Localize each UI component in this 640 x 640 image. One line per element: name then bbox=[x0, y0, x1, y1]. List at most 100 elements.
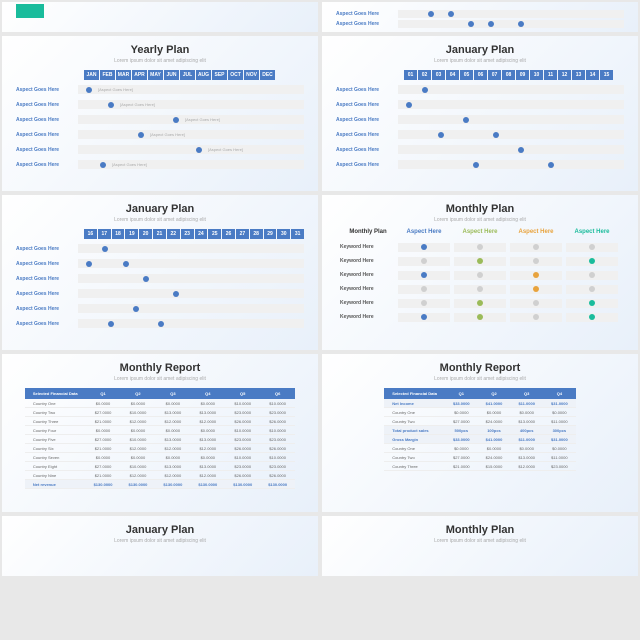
header-cell: JUL bbox=[180, 70, 195, 80]
table-cell: 500pcs bbox=[445, 426, 478, 435]
header-cell: 22 bbox=[167, 229, 180, 239]
aspect-label: Aspect Goes Here bbox=[16, 306, 78, 312]
table-cell: $11.0000 bbox=[510, 399, 543, 408]
aspect-bar bbox=[78, 244, 304, 253]
table-cell: $0.0000 bbox=[86, 399, 121, 408]
aspect-label: Aspect Goes Here bbox=[16, 321, 78, 327]
table-cell: $130.0000 bbox=[155, 480, 190, 489]
table-cell: $15.0000 bbox=[478, 462, 511, 471]
table-cell: $0.0000 bbox=[121, 453, 156, 462]
slide-grid: Aspect Goes Here Aspect Goes Here Yearly … bbox=[0, 0, 640, 578]
table-header-cell: Selected Financial Data bbox=[25, 388, 86, 399]
header-cell: 18 bbox=[112, 229, 125, 239]
aspect-row: Aspect Goes Here bbox=[336, 143, 624, 156]
header-cell: 09 bbox=[516, 70, 529, 80]
table-cell: $0.0000 bbox=[190, 426, 225, 435]
aspect-bar: [Aspect Goes Here] bbox=[78, 100, 304, 109]
aspect-label: Aspect Goes Here bbox=[336, 102, 398, 108]
table-cell: $12.0000 bbox=[155, 444, 190, 453]
aspect-row: Aspect Goes Here[Aspect Goes Here] bbox=[16, 83, 304, 96]
aspect-row: Aspect Goes Here bbox=[16, 302, 304, 315]
header-cell: 25 bbox=[208, 229, 221, 239]
table-cell: $26.0000 bbox=[225, 417, 260, 426]
report-table: Selected Financial DataQ1Q2Q3Q4Q5Q6Count… bbox=[25, 388, 295, 489]
table-cell: Country Four bbox=[25, 426, 86, 435]
header-cell: MAR bbox=[116, 70, 131, 80]
table-cell: Country Three bbox=[384, 462, 445, 471]
table-cell: $10.0000 bbox=[225, 426, 260, 435]
slide-title: Yearly Plan bbox=[16, 44, 304, 56]
mp-dot bbox=[533, 286, 539, 292]
table-cell: $130.0000 bbox=[121, 480, 156, 489]
dot-marker bbox=[86, 261, 92, 267]
table-cell: $21.0000 bbox=[86, 444, 121, 453]
aspect-bar bbox=[398, 130, 624, 139]
aspect-row: Aspect Goes Here bbox=[16, 317, 304, 330]
header-cell: OCT bbox=[228, 70, 243, 80]
table-header-cell: Q1 bbox=[86, 388, 121, 399]
mp-track bbox=[566, 299, 618, 308]
header-cell: NOV bbox=[244, 70, 259, 80]
table-cell: Country Nine bbox=[25, 471, 86, 480]
table-cell: $23.0000 bbox=[225, 408, 260, 417]
aspect-bar: [Aspect Goes Here] bbox=[78, 160, 304, 169]
slide-stub-left bbox=[2, 2, 318, 32]
slide-title: Monthly Plan bbox=[336, 203, 624, 215]
table-cell: $11.0000 bbox=[543, 417, 576, 426]
mp-track bbox=[454, 257, 506, 266]
table-cell: Country One bbox=[384, 444, 445, 453]
table-cell: $11.0000 bbox=[543, 453, 576, 462]
table-cell: $0.0000 bbox=[445, 408, 478, 417]
mp-dot bbox=[533, 244, 539, 250]
table-cell: $130.0000 bbox=[260, 480, 295, 489]
table-cell: $0.0000 bbox=[155, 453, 190, 462]
dot-marker bbox=[138, 132, 144, 138]
table-row: Country Nine$21.0000$12.0000$12.0000$12.… bbox=[25, 471, 295, 480]
header-cell: 23 bbox=[181, 229, 194, 239]
table-cell: $12.0000 bbox=[155, 471, 190, 480]
header-cell: 07 bbox=[488, 70, 501, 80]
table-cell: $27.0000 bbox=[86, 408, 121, 417]
slide-title: Monthly Report bbox=[16, 362, 304, 374]
dot-marker bbox=[468, 21, 474, 27]
aspect-bar bbox=[398, 160, 624, 169]
mp-dot bbox=[477, 272, 483, 278]
table-cell: $27.0000 bbox=[445, 453, 478, 462]
aspect-label: Aspect Goes Here bbox=[336, 132, 398, 138]
mp-keyword: Keyword Here bbox=[340, 314, 396, 320]
mp-row: Keyword Here bbox=[336, 255, 624, 267]
hint-label: [Aspect Goes Here] bbox=[112, 162, 147, 167]
table-cell: $31.0000 bbox=[543, 435, 576, 444]
report-table: Selected Financial DataQ1Q2Q3Q4Net Incom… bbox=[384, 388, 575, 471]
mp-dot bbox=[589, 300, 595, 306]
teal-accent bbox=[16, 4, 44, 18]
table-cell: $130.0000 bbox=[225, 480, 260, 489]
aspect-bar: [Aspect Goes Here] bbox=[78, 130, 304, 139]
dot-marker bbox=[143, 276, 149, 282]
table-cell: $24.0000 bbox=[478, 417, 511, 426]
table-cell: $12.0000 bbox=[155, 417, 190, 426]
aspect-bar bbox=[78, 289, 304, 298]
aspect-row: Aspect Goes Here[Aspect Goes Here] bbox=[16, 98, 304, 111]
aspect-row: Aspect Goes Here bbox=[336, 113, 624, 126]
mp-track bbox=[510, 313, 562, 322]
table-cell: $12.0000 bbox=[190, 444, 225, 453]
slide-subtitle: Lorem ipsum dolor sit amet adipiscing el… bbox=[16, 217, 304, 223]
header-cell: 20 bbox=[139, 229, 152, 239]
header-cell: 03 bbox=[432, 70, 445, 80]
aspect-row: Aspect Goes Here bbox=[16, 287, 304, 300]
table-row: Country Seven$0.0000$0.0000$0.0000$0.000… bbox=[25, 453, 295, 462]
header-cell: 19 bbox=[125, 229, 138, 239]
mp-dot bbox=[421, 244, 427, 250]
header-cell: APR bbox=[132, 70, 147, 80]
table-cell: $24.0000 bbox=[478, 453, 511, 462]
slide-report-1: Monthly Report Lorem ipsum dolor sit ame… bbox=[2, 354, 318, 512]
table-cell: $0.0000 bbox=[190, 399, 225, 408]
mp-header-cell: Aspect Here bbox=[508, 229, 564, 235]
mp-dot bbox=[589, 314, 595, 320]
table-cell: $13.0000 bbox=[155, 462, 190, 471]
table-cell: $21.0000 bbox=[86, 417, 121, 426]
aspect-row: Aspect Goes Here bbox=[16, 272, 304, 285]
header-cell: JUN bbox=[164, 70, 179, 80]
table-cell: $0.0000 bbox=[86, 426, 121, 435]
